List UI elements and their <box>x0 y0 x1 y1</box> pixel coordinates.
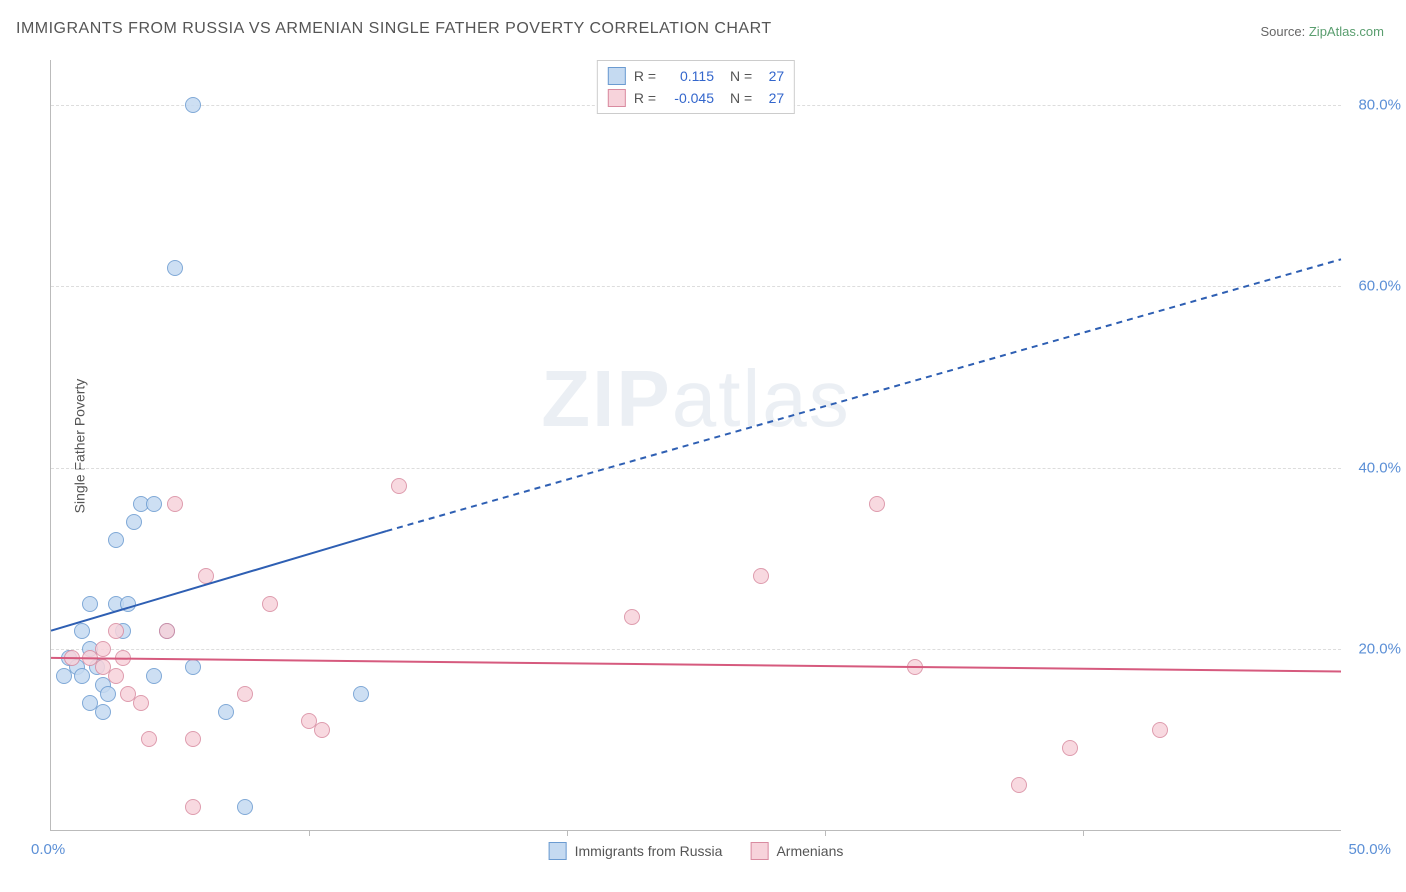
legend-row-series-1: R = 0.115 N = 27 <box>608 65 784 87</box>
y-tick-label: 40.0% <box>1358 459 1401 476</box>
trend-lines-svg <box>51 60 1341 830</box>
y-tick-label: 20.0% <box>1358 640 1401 657</box>
legend-n-label: N = <box>730 68 752 84</box>
legend-n-value-1: 27 <box>760 68 784 84</box>
source-prefix: Source: <box>1260 24 1308 39</box>
legend-r-value-1: 0.115 <box>664 68 714 84</box>
x-tick <box>1083 830 1084 836</box>
trend-line <box>51 658 1341 672</box>
legend-r-label: R = <box>634 68 656 84</box>
source-link[interactable]: ZipAtlas.com <box>1309 24 1384 39</box>
plot-area: ZIPatlas R = 0.115 N = 27 R = -0.045 N =… <box>50 60 1341 831</box>
legend-r-value-2: -0.045 <box>664 90 714 106</box>
x-tick <box>825 830 826 836</box>
x-tick <box>567 830 568 836</box>
legend-n-label: N = <box>730 90 752 106</box>
legend-label-1: Immigrants from Russia <box>575 843 723 859</box>
x-axis-min-label: 0.0% <box>31 841 65 858</box>
legend-item-1: Immigrants from Russia <box>549 842 723 860</box>
legend-r-label: R = <box>634 90 656 106</box>
y-tick-label: 60.0% <box>1358 278 1401 295</box>
chart-title: IMMIGRANTS FROM RUSSIA VS ARMENIAN SINGL… <box>16 20 772 38</box>
legend-swatch-1 <box>608 67 626 85</box>
legend-row-series-2: R = -0.045 N = 27 <box>608 87 784 109</box>
chart-container: IMMIGRANTS FROM RUSSIA VS ARMENIAN SINGL… <box>0 0 1406 892</box>
legend-swatch-series-1 <box>549 842 567 860</box>
legend-item-2: Armenians <box>750 842 843 860</box>
legend-swatch-2 <box>608 89 626 107</box>
legend-n-value-2: 27 <box>760 90 784 106</box>
y-tick-label: 80.0% <box>1358 97 1401 114</box>
legend-series: Immigrants from Russia Armenians <box>549 842 844 860</box>
source-attribution: Source: ZipAtlas.com <box>1260 24 1384 39</box>
legend-label-2: Armenians <box>776 843 843 859</box>
legend-swatch-series-2 <box>750 842 768 860</box>
trend-line <box>51 531 386 631</box>
x-axis-max-label: 50.0% <box>1348 841 1391 858</box>
trend-line <box>386 259 1341 531</box>
x-tick <box>309 830 310 836</box>
legend-correlation: R = 0.115 N = 27 R = -0.045 N = 27 <box>597 60 795 114</box>
